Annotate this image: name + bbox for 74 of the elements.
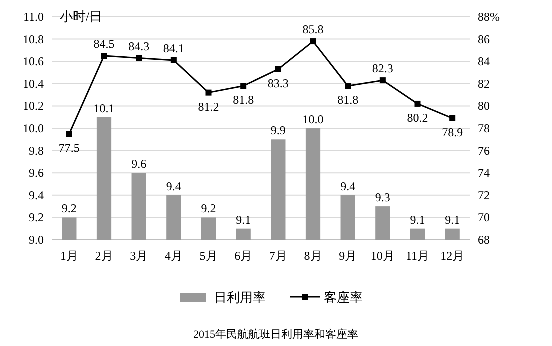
y-tick-label: 9.0 bbox=[29, 233, 44, 247]
point bbox=[310, 38, 316, 45]
y2-tick-label: 82 bbox=[478, 76, 490, 91]
y-tick-label: 11.0 bbox=[23, 10, 44, 24]
data-label: 10.0 bbox=[302, 112, 324, 126]
data-label: 82.3 bbox=[372, 62, 394, 76]
point bbox=[345, 83, 352, 90]
data-label: 84.1 bbox=[163, 41, 184, 56]
data-label: 9.4 bbox=[166, 179, 182, 194]
point bbox=[275, 66, 282, 72]
point bbox=[136, 55, 142, 62]
data-label: 10.1 bbox=[94, 101, 115, 116]
x-tick-label: 11月 bbox=[406, 249, 430, 263]
data-label: 9.1 bbox=[236, 212, 252, 227]
x-tick-label: 1月 bbox=[60, 249, 78, 263]
y-tick-label: 10.6 bbox=[23, 54, 44, 69]
data-label: 9.2 bbox=[201, 202, 216, 216]
data-label: 83.3 bbox=[268, 76, 289, 90]
point bbox=[66, 131, 72, 138]
legend-label: 客座率 bbox=[324, 290, 363, 305]
y-tick-label: 9.4 bbox=[29, 188, 44, 202]
data-label: 78.9 bbox=[442, 125, 464, 140]
y-tick-label: 9.8 bbox=[29, 144, 44, 158]
x-tick-label: 5月 bbox=[200, 249, 218, 263]
point bbox=[414, 100, 421, 107]
point bbox=[206, 90, 212, 96]
legend-label: 日利用率 bbox=[214, 290, 266, 305]
x-tick-label: 10月 bbox=[370, 249, 395, 263]
y-tick-label: 9.2 bbox=[29, 210, 44, 225]
x-tick-label: 8月 bbox=[304, 249, 322, 263]
data-label: 81.2 bbox=[198, 100, 220, 114]
y-tick-label: 10.4 bbox=[23, 76, 44, 91]
y2-tick-label: 70 bbox=[478, 210, 490, 225]
x-tick-label: 12月 bbox=[440, 249, 465, 263]
x-tick-label: 7月 bbox=[269, 249, 288, 263]
y2-tick-label: 84 bbox=[478, 54, 490, 69]
y-tick-label: 10.8 bbox=[23, 32, 44, 46]
x-tick-label: 3月 bbox=[130, 249, 148, 263]
data-label: 85.8 bbox=[302, 22, 324, 37]
point bbox=[101, 53, 108, 60]
x-tick-label: 6月 bbox=[234, 249, 253, 263]
data-label: 9.1 bbox=[410, 212, 426, 227]
text: 2015年民航航班日利用率和客座率 bbox=[194, 328, 358, 341]
data-label: 81.8 bbox=[233, 93, 254, 108]
y2-tick-label: 78 bbox=[478, 122, 490, 136]
y2-tick-label: 76 bbox=[478, 144, 490, 158]
data-label: 84.5 bbox=[94, 37, 115, 52]
data-label: 80.2 bbox=[407, 110, 428, 125]
point bbox=[380, 78, 386, 84]
y2-tick-label: 88% bbox=[478, 10, 500, 24]
y-axis-title: 小时/日 bbox=[60, 9, 103, 24]
y-tick-label: 10.2 bbox=[23, 99, 44, 114]
y2-tick-label: 68 bbox=[478, 233, 490, 247]
data-label: 9.9 bbox=[270, 124, 286, 138]
point bbox=[170, 57, 177, 64]
y-tick-label: 10.0 bbox=[23, 122, 44, 136]
y-tick-label: 9.6 bbox=[29, 166, 44, 180]
data-label: 9.2 bbox=[62, 202, 77, 216]
data-label: 9.4 bbox=[340, 179, 356, 194]
point bbox=[450, 115, 456, 122]
data-label: 9.6 bbox=[132, 157, 147, 172]
y2-tick-label: 86 bbox=[478, 32, 490, 46]
data-label: 84.3 bbox=[128, 39, 150, 54]
x-tick-label: 9月 bbox=[339, 249, 358, 263]
x-tick-label: 4月 bbox=[164, 249, 183, 263]
point bbox=[240, 83, 247, 90]
data-label: 81.8 bbox=[338, 93, 359, 108]
y2-tick-label: 72 bbox=[478, 188, 490, 202]
y2-tick-label: 74 bbox=[478, 166, 490, 180]
data-label: 9.3 bbox=[375, 190, 390, 205]
data-label: 9.1 bbox=[445, 212, 460, 227]
x-tick-label: 2月 bbox=[95, 249, 114, 263]
y2-tick-label: 80 bbox=[478, 99, 490, 114]
data-label: 77.5 bbox=[58, 141, 80, 156]
